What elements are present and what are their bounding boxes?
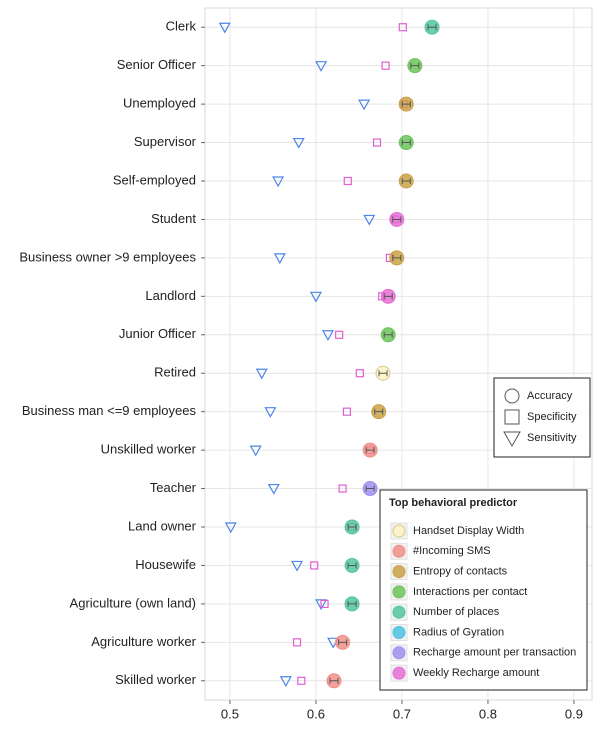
- specificity-point: [355, 369, 364, 378]
- specificity-point: [342, 407, 351, 416]
- accuracy-bar: [365, 447, 375, 454]
- sensitivity-point: [315, 61, 328, 72]
- legend-key: [392, 585, 406, 599]
- x-tick-label: 0.9: [565, 706, 583, 721]
- legend-label: Handset Display Width: [413, 525, 524, 537]
- legend-box: [493, 377, 591, 458]
- legend-key: [392, 544, 406, 558]
- y-tick-label: Business man <=9 employees: [22, 403, 197, 418]
- specificity-point: [335, 330, 344, 339]
- sensitivity-point: [224, 522, 237, 534]
- sensitivity-point: [273, 253, 286, 265]
- y-tick-label: Junior Officer: [119, 326, 197, 341]
- legend-label: Accuracy: [527, 390, 573, 402]
- legend-label: Recharge amount per transaction: [413, 647, 576, 659]
- sensitivity-point: [279, 676, 292, 688]
- sensitivity-point: [249, 445, 262, 457]
- sensitivity-point: [321, 330, 334, 342]
- y-tick-label: Housewife: [135, 557, 196, 572]
- specificity-point: [338, 484, 347, 493]
- legend-label: Weekly Recharge amount: [413, 667, 539, 679]
- sensitivity-point: [358, 99, 371, 111]
- legend-label: Entropy of contacts: [413, 566, 508, 578]
- accuracy-bar: [329, 677, 339, 684]
- legend-label: Specificity: [527, 411, 577, 423]
- series-triangle: [218, 22, 376, 688]
- legend-label: #Incoming SMS: [413, 545, 491, 557]
- accuracy-bar: [401, 178, 411, 184]
- y-tick-label: Unskilled worker: [101, 442, 197, 457]
- y-tick-label: Self-employed: [113, 172, 196, 187]
- y-tick-label: Land owner: [128, 518, 197, 533]
- legend-key: [504, 409, 520, 425]
- accuracy-bar: [401, 139, 411, 146]
- specificity-point: [297, 676, 306, 685]
- sensitivity-point: [309, 291, 322, 303]
- y-tick-label: Retired: [154, 365, 196, 380]
- accuracy-bar: [392, 254, 402, 261]
- legend-key: [504, 388, 520, 404]
- y-tick-label: Unemployed: [123, 96, 196, 111]
- legend-label: Radius of Gyration: [413, 626, 504, 638]
- legend-key: [392, 524, 406, 538]
- accuracy-bar: [347, 600, 357, 607]
- sensitivity-point: [272, 176, 285, 188]
- sensitivity-point: [255, 368, 268, 380]
- legend-label: Interactions per contact: [413, 586, 527, 598]
- accuracy-bar: [383, 293, 393, 300]
- accuracy-bar: [365, 485, 375, 492]
- accuracy-bar: [338, 639, 348, 646]
- series-circle: [326, 19, 440, 689]
- accuracy-bar: [374, 408, 384, 415]
- legend-label: Sensitivity: [527, 432, 577, 444]
- accuracy-bar: [347, 524, 357, 530]
- legend-key: [503, 431, 521, 448]
- legend-box: [379, 489, 588, 691]
- accuracy-bar: [427, 24, 437, 31]
- specificity-point: [398, 23, 407, 32]
- y-tick-label: Student: [151, 211, 196, 226]
- y-tick-label: Business owner >9 employees: [19, 249, 196, 264]
- x-tick-label: 0.8: [479, 706, 497, 721]
- specificity-point: [381, 61, 390, 70]
- legend-key: [392, 565, 406, 579]
- legend-key: [392, 626, 406, 639]
- y-tick-label: Senior Officer: [117, 57, 197, 72]
- legend-key: [392, 666, 406, 680]
- specificity-point: [320, 599, 329, 608]
- x-tick-label: 0.5: [221, 706, 239, 721]
- legend-key: [392, 646, 406, 660]
- legend-label: Number of places: [413, 606, 500, 618]
- x-tick-label: 0.6: [307, 706, 325, 721]
- y-tick-label: Agriculture worker: [91, 634, 196, 649]
- sensitivity-point: [291, 560, 304, 572]
- y-tick-label: Clerk: [166, 19, 197, 34]
- sensitivity-point: [218, 22, 231, 34]
- sensitivity-point: [363, 214, 376, 226]
- accuracy-bar: [392, 216, 402, 223]
- accuracy-bar: [410, 62, 420, 69]
- y-tick-label: Landlord: [145, 288, 196, 303]
- y-tick-label: Supervisor: [134, 134, 197, 149]
- specificity-point: [292, 638, 302, 647]
- x-tick-label: 0.7: [393, 706, 411, 721]
- accuracy-bar: [378, 370, 388, 377]
- specificity-point: [310, 561, 319, 570]
- legend-key: [392, 605, 406, 619]
- accuracy-bar: [383, 331, 393, 338]
- legend-title: Top behavioral predictor: [389, 497, 518, 509]
- accuracy-bar: [401, 101, 411, 108]
- sensitivity-point: [267, 483, 280, 495]
- y-tick-label: Teacher: [150, 480, 197, 495]
- y-tick-label: Skilled worker: [115, 672, 197, 687]
- sensitivity-point: [292, 137, 305, 149]
- sensitivity-point: [264, 407, 277, 418]
- specificity-point: [372, 138, 382, 147]
- y-tick-label: Agriculture (own land): [70, 595, 196, 610]
- accuracy-bar: [347, 562, 357, 569]
- specificity-point: [343, 176, 352, 186]
